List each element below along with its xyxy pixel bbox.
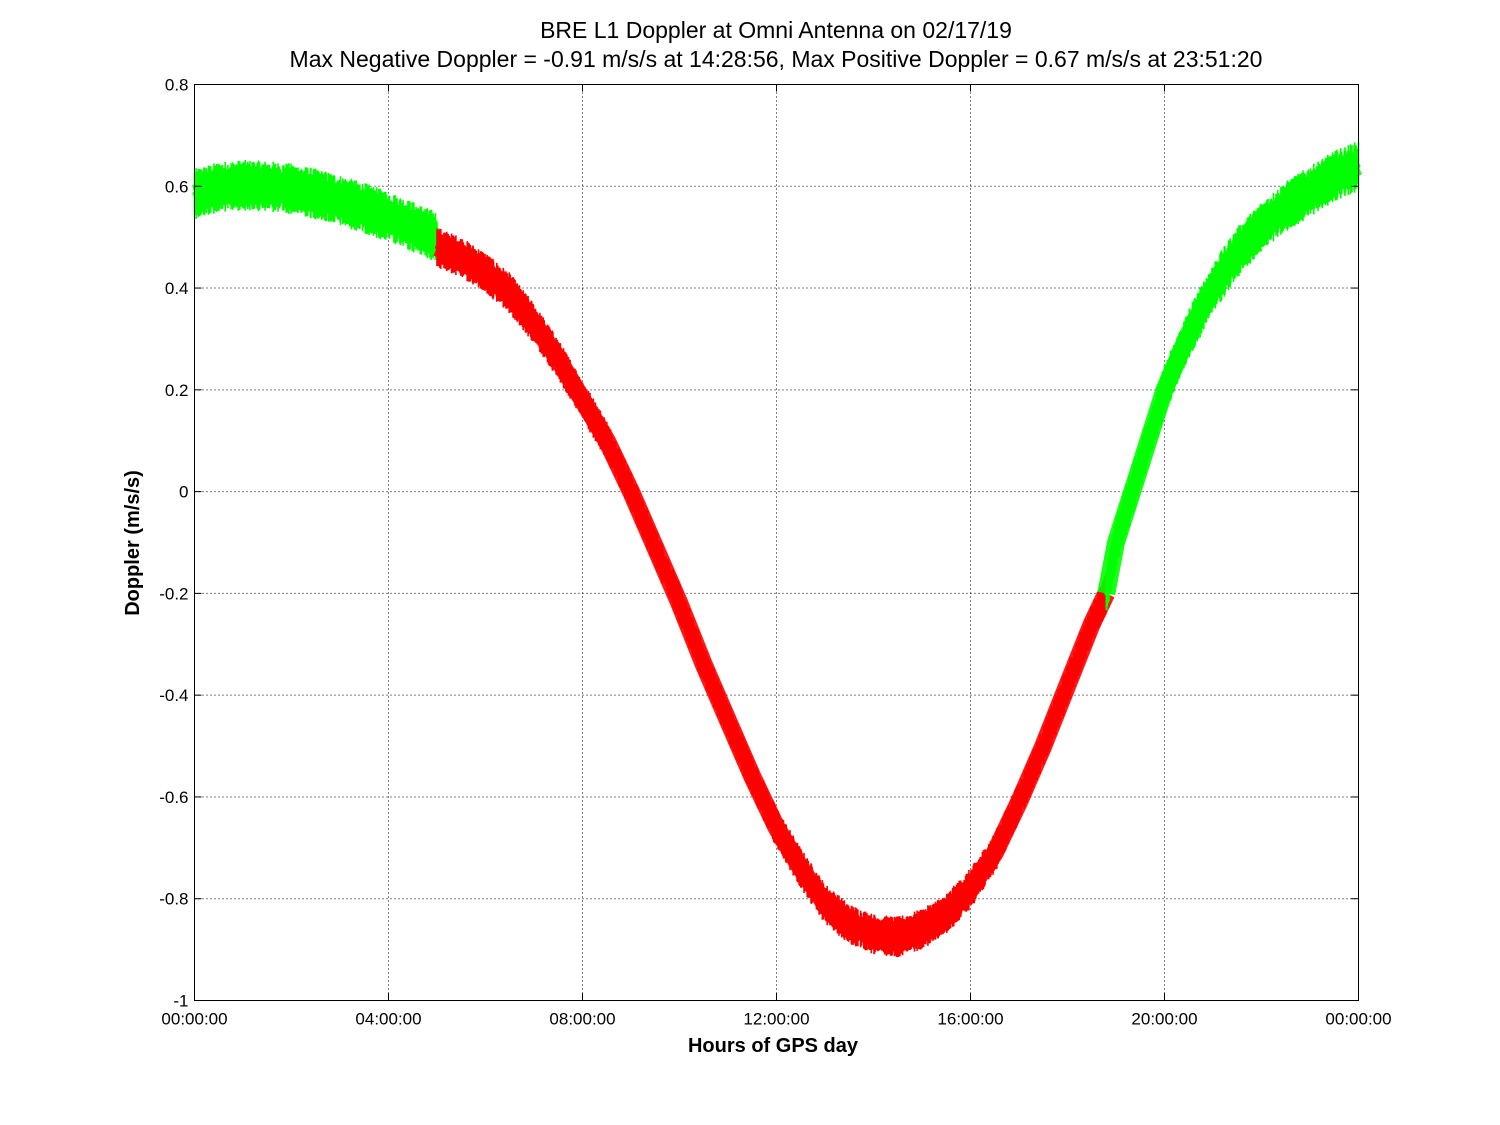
data-point xyxy=(774,825,779,830)
data-point xyxy=(968,886,973,891)
y-tick-label: -0.6 xyxy=(159,788,188,807)
data-point xyxy=(507,291,512,296)
data-point xyxy=(750,774,755,779)
y-tick-label: -1 xyxy=(173,992,188,1011)
series-1 xyxy=(433,228,1115,957)
data-point xyxy=(1065,683,1070,687)
data-point xyxy=(1089,621,1094,626)
data-point xyxy=(362,206,367,211)
y-tick-label: 0.6 xyxy=(165,177,189,196)
series-band xyxy=(1105,142,1360,611)
y-tick-label: 0 xyxy=(179,483,188,502)
y-axis-label: Doppler (m/s/s) xyxy=(122,470,144,616)
data-point xyxy=(1162,387,1167,392)
data-point xyxy=(313,191,318,196)
data-point xyxy=(798,866,803,871)
y-tick-label: 0.2 xyxy=(165,381,189,400)
x-tick-label: 12:00:00 xyxy=(743,1010,809,1029)
data-point xyxy=(1235,250,1240,255)
data-point xyxy=(677,601,682,606)
x-tick-label: 00:00:00 xyxy=(1325,1010,1391,1029)
x-tick-label: 00:00:00 xyxy=(161,1010,227,1029)
y-tick-label: -0.2 xyxy=(159,584,188,603)
data-point xyxy=(1104,591,1109,596)
data-point xyxy=(823,901,827,906)
data-point xyxy=(289,186,294,191)
data-point xyxy=(871,932,876,937)
y-tick-label: 0.4 xyxy=(165,279,189,298)
y-tick-label: -0.4 xyxy=(159,686,188,705)
data-point xyxy=(992,850,997,855)
data-point xyxy=(847,922,852,927)
series-line xyxy=(433,239,1115,946)
data-point xyxy=(1138,464,1143,469)
data-point xyxy=(1186,331,1191,336)
data-point xyxy=(920,927,924,932)
chart-title: BRE L1 Doppler at Omni Antenna on 02/17/… xyxy=(540,17,1012,43)
data-point xyxy=(604,438,609,443)
data-point xyxy=(944,912,949,916)
data-point xyxy=(435,245,439,250)
data-point xyxy=(1017,800,1021,804)
data-point xyxy=(556,357,561,362)
data-point xyxy=(1114,540,1118,545)
data-point xyxy=(483,270,488,275)
data-point xyxy=(459,255,464,260)
data-series xyxy=(192,142,1362,957)
axis-ticks: 00:00:00 04:00:00 08:00:00 12:00:00 16:00:00… xyxy=(159,76,1391,1029)
x-tick-label: 04:00:00 xyxy=(355,1010,421,1029)
data-point xyxy=(338,198,342,203)
data-point xyxy=(1041,744,1046,749)
data-point xyxy=(653,545,658,550)
series-band xyxy=(193,160,438,261)
x-tick-label: 20:00:00 xyxy=(1131,1010,1197,1029)
y-tick-label: -0.8 xyxy=(159,890,188,909)
data-point xyxy=(1259,225,1264,229)
x-tick-label: 08:00:00 xyxy=(549,1010,615,1029)
data-point xyxy=(895,934,900,939)
chart-subtitle: Max Negative Doppler = -0.91 m/s/s at 14… xyxy=(290,46,1263,72)
data-point xyxy=(410,225,415,229)
data-point xyxy=(1308,189,1312,194)
series-2 xyxy=(1097,142,1362,611)
data-point xyxy=(216,185,221,190)
data-point xyxy=(726,718,730,723)
data-point xyxy=(1332,174,1337,179)
x-tick-label: 16:00:00 xyxy=(937,1010,1003,1029)
data-point xyxy=(701,662,706,667)
data-point xyxy=(532,321,536,326)
data-point xyxy=(1211,286,1215,291)
data-point xyxy=(386,214,391,219)
data-point xyxy=(629,489,633,494)
series-line xyxy=(1097,157,1362,596)
x-axis-label: Hours of GPS day xyxy=(688,1035,859,1057)
data-point xyxy=(241,183,245,188)
data-point xyxy=(1283,204,1288,209)
series-0 xyxy=(192,160,441,261)
y-tick-label: 0.8 xyxy=(165,76,189,95)
data-point xyxy=(265,184,270,189)
data-point xyxy=(580,398,585,402)
